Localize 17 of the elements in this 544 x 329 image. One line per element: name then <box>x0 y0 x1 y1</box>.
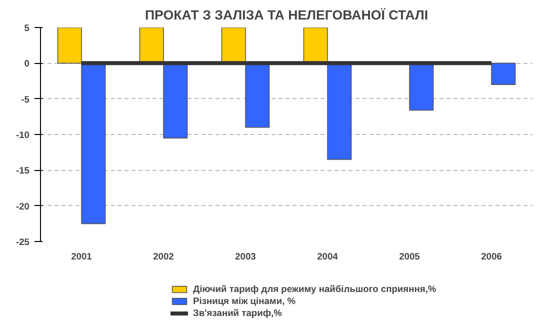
x-tick-label: 2001 <box>71 252 92 262</box>
y-tick-label: 0 <box>24 58 30 69</box>
y-tick-label: -10 <box>16 130 30 140</box>
y-tick-label: -20 <box>16 201 30 212</box>
x-tick-label: 2003 <box>235 252 256 262</box>
y-tick-label: -5 <box>21 94 30 104</box>
x-tick-label: 2005 <box>399 252 420 262</box>
x-tick-label: 2006 <box>481 252 502 262</box>
x-tick-label: 2004 <box>317 252 339 262</box>
y-tick-label: 5 <box>24 23 30 33</box>
y-tick-label: -25 <box>16 237 30 247</box>
legend-label: Зв'язаний тариф,% <box>193 308 282 318</box>
x-tick-label: 2002 <box>153 252 174 262</box>
legend-label: Різниця між цінами, % <box>193 296 296 306</box>
y-tick-label: -15 <box>16 166 30 176</box>
legend-label: Діючий тариф для режиму найбільшого сприяння,% <box>193 284 436 294</box>
chart-title: ПРОКАТ З ЗАЛІЗА ТА НЕЛЕГОВАНОЇ СТАЛІ <box>144 8 428 22</box>
